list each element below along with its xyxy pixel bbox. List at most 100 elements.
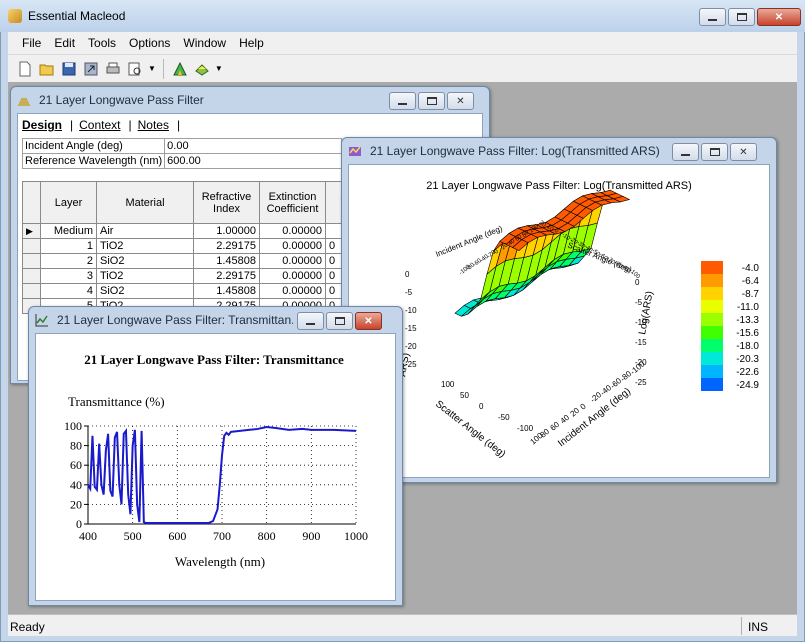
z-tick-left: -5 bbox=[405, 288, 413, 297]
tab-context[interactable]: Context bbox=[79, 118, 121, 132]
tab-notes[interactable]: Notes bbox=[137, 118, 169, 132]
minimize-icon bbox=[306, 322, 315, 325]
menu-edit[interactable]: Edit bbox=[54, 36, 76, 50]
dropdown-arrow-icon[interactable]: ▼ bbox=[148, 64, 156, 73]
new-icon bbox=[19, 61, 31, 76]
y-tick-label: 0 bbox=[76, 517, 82, 531]
main-title-bar[interactable]: Essential Macleod ✕ bbox=[0, 0, 805, 32]
cell-refractive-index[interactable]: 2.29175 bbox=[193, 238, 260, 254]
colorbar-swatch bbox=[701, 261, 723, 274]
menu-window[interactable]: Window bbox=[183, 36, 227, 50]
cell-material[interactable]: TiO2 bbox=[96, 268, 194, 284]
maximize-icon bbox=[736, 13, 747, 21]
menu-help[interactable]: Help bbox=[239, 36, 264, 50]
maximize-button[interactable] bbox=[418, 92, 445, 110]
cell-refractive-index[interactable]: 1.45808 bbox=[193, 283, 260, 299]
row-header[interactable] bbox=[22, 238, 41, 254]
param-value[interactable]: 600.00 bbox=[164, 153, 342, 169]
tick-back-incident: 80 bbox=[521, 229, 530, 238]
design-caption-buttons: ✕ bbox=[389, 92, 474, 110]
menu-options[interactable]: Options bbox=[129, 36, 171, 50]
z-tick-left: 0 bbox=[405, 270, 410, 279]
calculate-button[interactable] bbox=[171, 60, 189, 78]
close-button[interactable]: ✕ bbox=[730, 143, 757, 161]
row-header[interactable] bbox=[22, 268, 41, 284]
new-button[interactable] bbox=[16, 60, 34, 78]
tab-design[interactable]: Design bbox=[22, 118, 63, 132]
z-tick-right: -5 bbox=[635, 298, 643, 307]
cell-extinction[interactable]: 0.00000 bbox=[259, 253, 326, 269]
menu-tools[interactable]: Tools bbox=[88, 36, 117, 50]
export-icon bbox=[84, 62, 98, 75]
minimize-button[interactable] bbox=[699, 8, 726, 26]
col-header-layer[interactable]: Layer bbox=[40, 181, 97, 224]
y-tick-label: 40 bbox=[70, 478, 82, 492]
tick-back-incident: -40 bbox=[479, 253, 490, 264]
ars-surface bbox=[454, 189, 631, 317]
cell-extinction[interactable]: 0.00000 bbox=[259, 223, 326, 239]
row-header-corner bbox=[22, 181, 41, 224]
minimize-button[interactable] bbox=[297, 312, 324, 330]
close-button[interactable]: ✕ bbox=[757, 8, 801, 26]
minimize-button[interactable] bbox=[389, 92, 416, 110]
table-row[interactable]: 1 TiO2 2.29175 0.00000 0 bbox=[22, 238, 363, 254]
dropdown-arrow-icon[interactable]: ▼ bbox=[214, 64, 223, 73]
menu-file[interactable]: File bbox=[22, 36, 42, 50]
cell-refractive-index[interactable]: 1.45808 bbox=[193, 253, 260, 269]
cell-material[interactable]: SiO2 bbox=[96, 283, 194, 299]
colorbar-label: -20.3 bbox=[736, 354, 759, 365]
table-row[interactable]: 4 SiO2 1.45808 0.00000 0 bbox=[22, 283, 363, 299]
colorbar-swatch bbox=[701, 365, 723, 378]
cell-layer[interactable]: 2 bbox=[40, 253, 97, 269]
table-row[interactable]: 2 SiO2 1.45808 0.00000 0 bbox=[22, 253, 363, 269]
col-header-refractive-index[interactable]: Refractive Index bbox=[193, 181, 260, 224]
tick-back-scatter: -50 bbox=[590, 248, 601, 259]
cell-refractive-index[interactable]: 2.29175 bbox=[193, 268, 260, 284]
cell-material[interactable]: Air bbox=[96, 223, 194, 239]
cell-extinction[interactable]: 0.00000 bbox=[259, 268, 326, 284]
cell-extinction[interactable]: 0.00000 bbox=[259, 283, 326, 299]
print-preview-button[interactable] bbox=[126, 60, 144, 78]
cell-extinction[interactable]: 0.00000 bbox=[259, 238, 326, 254]
table-row[interactable]: ▶ Medium Air 1.00000 0.00000 bbox=[22, 223, 363, 239]
cell-material[interactable]: TiO2 bbox=[96, 238, 194, 254]
minimize-button[interactable] bbox=[672, 143, 699, 161]
transmittance-line bbox=[87, 425, 357, 525]
print-button[interactable] bbox=[104, 60, 122, 78]
ars-surface-chart: 21 Layer Longwave Pass Filter: Log(Trans… bbox=[397, 180, 760, 460]
col-header-material[interactable]: Material bbox=[96, 181, 194, 224]
export-button[interactable] bbox=[82, 60, 100, 78]
open-button[interactable] bbox=[38, 60, 56, 78]
x-tick-label: 900 bbox=[302, 529, 320, 543]
x-tick-label: 1000 bbox=[344, 529, 368, 543]
cell-layer[interactable]: 4 bbox=[40, 283, 97, 299]
cell-layer[interactable]: Medium bbox=[40, 223, 97, 239]
row-header[interactable] bbox=[22, 253, 41, 269]
cell-layer[interactable]: 3 bbox=[40, 268, 97, 284]
colorbar-swatch bbox=[701, 352, 723, 365]
colorbar-label: -6.4 bbox=[742, 276, 760, 287]
cell-material[interactable]: SiO2 bbox=[96, 253, 194, 269]
maximize-button[interactable] bbox=[701, 143, 728, 161]
row-header[interactable]: ▶ bbox=[22, 223, 41, 239]
row-header[interactable] bbox=[22, 283, 41, 299]
maximize-button[interactable] bbox=[728, 8, 755, 26]
design-button[interactable] bbox=[193, 60, 211, 78]
close-button[interactable]: ✕ bbox=[447, 92, 474, 110]
tick-back-scatter: -60 bbox=[598, 252, 609, 263]
app-title: Essential Macleod bbox=[28, 9, 126, 23]
cell-layer[interactable]: 1 bbox=[40, 238, 97, 254]
tick-back-scatter: 20 bbox=[538, 220, 547, 229]
current-row-icon: ▶ bbox=[26, 226, 33, 236]
table-row[interactable]: 3 TiO2 2.29175 0.00000 0 bbox=[22, 268, 363, 284]
close-icon: ✕ bbox=[364, 315, 373, 327]
col-header-extinction[interactable]: Extinction Coefficient bbox=[259, 181, 326, 224]
close-button[interactable]: ✕ bbox=[355, 312, 382, 330]
maximize-button[interactable] bbox=[326, 312, 353, 330]
param-value[interactable]: 0.00 bbox=[164, 138, 342, 154]
design-tabs: Design | Context | Notes | bbox=[22, 118, 181, 132]
trans-ticks: 400 500 600 700 800 900 1000 0 20 40 60 80 100 bbox=[64, 419, 368, 543]
cell-refractive-index[interactable]: 1.00000 bbox=[193, 223, 260, 239]
minimize-icon bbox=[708, 18, 717, 21]
save-button[interactable] bbox=[60, 60, 78, 78]
